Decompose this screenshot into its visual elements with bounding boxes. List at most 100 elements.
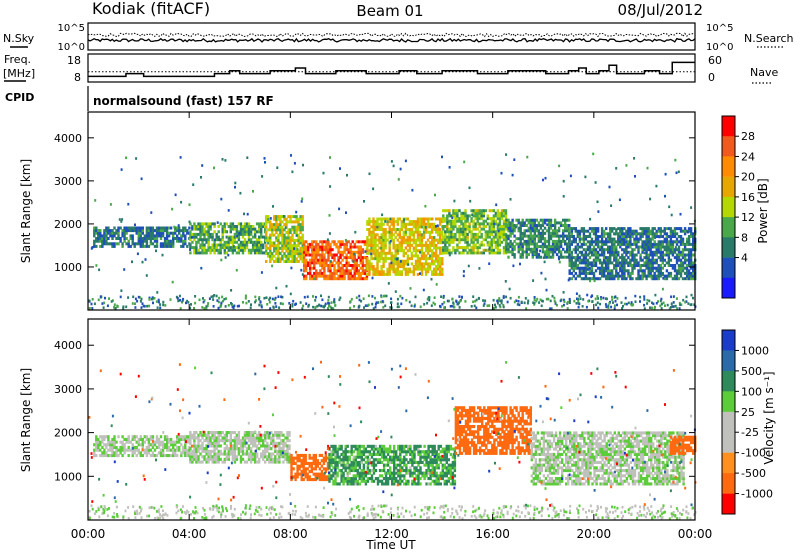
echo-cell — [484, 230, 487, 234]
ground-scatter-cell — [622, 304, 624, 308]
echo-cell — [679, 250, 683, 254]
echo-cell — [281, 238, 284, 242]
echo-cell — [609, 269, 612, 273]
echo-cell — [215, 457, 218, 461]
echo-cell — [123, 231, 126, 235]
echo-cell — [390, 228, 393, 231]
ground-scatter-cell — [142, 304, 145, 308]
echo-cell — [105, 231, 108, 235]
echo-cell — [602, 229, 606, 233]
echo-cell — [376, 222, 379, 226]
echo-cell — [649, 229, 652, 233]
echo-cell — [525, 245, 528, 249]
ground-scatter-cell — [217, 300, 220, 304]
echo-cell — [145, 451, 149, 455]
echo-cell — [609, 256, 612, 260]
echo-cell — [621, 269, 624, 273]
echo-cell — [689, 264, 693, 267]
scatter-cell — [615, 167, 618, 170]
echo-cell — [333, 274, 336, 278]
echo-cell — [537, 237, 541, 241]
echo-cell — [376, 265, 379, 268]
echo-cell — [456, 246, 459, 250]
echo-cell — [289, 217, 292, 221]
echo-cell — [251, 457, 255, 461]
echo-cell — [386, 272, 389, 276]
echo-cell — [107, 437, 110, 441]
echo-cell — [209, 436, 212, 440]
echo-cell — [580, 261, 584, 265]
echo-cell — [472, 214, 475, 218]
echo-cell — [291, 215, 294, 219]
echo-cell — [161, 244, 165, 248]
echo-cell — [233, 238, 237, 242]
echo-cell — [671, 229, 675, 233]
echo-cell — [159, 234, 163, 238]
echo-cell — [663, 253, 666, 257]
scatter-cell — [234, 185, 236, 189]
echo-cell — [199, 235, 202, 239]
echo-cell — [519, 237, 522, 241]
echo-cell — [523, 239, 526, 243]
echo-cell — [292, 459, 295, 463]
echo-cell — [586, 245, 590, 249]
scatter-cell — [542, 178, 544, 182]
echo-cell — [584, 235, 588, 238]
echo-cell — [525, 229, 528, 233]
echo-cell — [297, 238, 300, 242]
echo-cell — [199, 243, 202, 247]
echo-cell — [523, 221, 526, 225]
echo-cell — [420, 233, 424, 237]
echo-cell — [137, 231, 140, 235]
echo-cell — [253, 248, 257, 252]
ground-scatter-cell — [533, 298, 536, 302]
ground-scatter-cell — [685, 300, 688, 303]
echo-cell — [488, 222, 491, 226]
echo-cell — [325, 264, 328, 267]
echo-cell — [182, 234, 185, 238]
echo-cell — [276, 436, 279, 440]
echo-cell — [155, 244, 159, 248]
scatter-cell — [192, 183, 195, 186]
echo-cell — [663, 227, 666, 231]
echo-cell — [613, 237, 616, 241]
echo-cell — [323, 266, 326, 270]
echo-cell — [225, 444, 228, 448]
echo-cell — [339, 253, 342, 257]
echo-cell — [227, 240, 230, 244]
echo-cell — [269, 236, 272, 240]
echo-cell — [464, 240, 467, 244]
ground-scatter-cell — [561, 305, 564, 308]
echo-cell — [492, 238, 496, 242]
echo-cell — [195, 460, 198, 464]
ground-scatter-cell — [249, 306, 252, 309]
echo-cell — [439, 267, 442, 271]
echo-cell — [600, 271, 604, 275]
echo-cell — [149, 231, 153, 235]
echo-cell — [265, 244, 268, 248]
echo-cell — [519, 226, 522, 230]
echo-cell — [629, 240, 632, 244]
scatter-cell — [173, 225, 176, 229]
scatter-cell — [118, 218, 121, 221]
echo-cell — [176, 440, 179, 444]
echo-cell — [174, 237, 177, 240]
ground-scatter-cell — [573, 299, 576, 303]
echo-cell — [594, 237, 598, 241]
echo-cell — [245, 222, 249, 226]
echo-cell — [586, 261, 590, 265]
echo-cell — [464, 248, 467, 252]
echo-cell — [470, 251, 473, 255]
echo-cell — [186, 440, 189, 444]
echo-cell — [289, 236, 292, 240]
echo-cell — [209, 431, 212, 435]
ground-scatter-cell — [207, 302, 210, 305]
echo-cell — [578, 256, 582, 260]
echo-cell — [211, 455, 214, 459]
echo-cell — [221, 243, 224, 247]
echo-cell — [139, 435, 142, 439]
ground-scatter-cell — [566, 300, 569, 304]
ground-scatter-cell — [102, 306, 105, 309]
echo-cell — [486, 222, 489, 226]
echo-cell — [258, 230, 261, 234]
